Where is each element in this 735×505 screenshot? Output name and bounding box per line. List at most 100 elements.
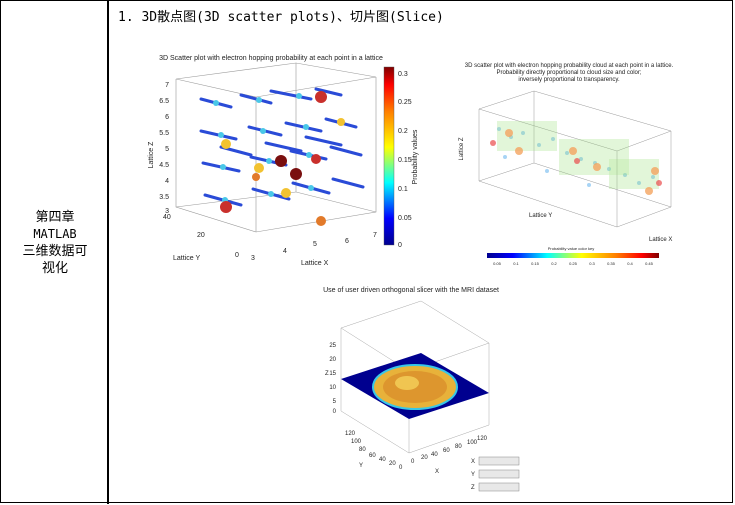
cb-tick: 0.1	[398, 186, 408, 193]
z-tick: 5	[165, 146, 169, 153]
cloud-colorbar-label: Probability value color key	[548, 246, 594, 251]
cb-tick: 0.2	[398, 128, 408, 135]
z-tick: 20	[329, 357, 336, 363]
scatter-colorbar-ticks: 0.3 0.25 0.2 0.15 0.1 0.05 0	[398, 71, 412, 249]
y-tick: 120	[345, 431, 356, 437]
chapter-line-2: MATLAB	[33, 227, 77, 241]
z-tick: 6	[165, 114, 169, 121]
x-tick: 4	[283, 248, 287, 255]
y-tick: 40	[163, 214, 171, 221]
y-tick: 20	[197, 232, 205, 239]
cloud-colorbar-ticks: 0.05 0.1 0.15 0.2 0.25 0.3 0.35 0.4 0.45	[493, 261, 654, 266]
slider-y[interactable]	[478, 469, 520, 479]
cloud-colorbar	[487, 253, 659, 258]
chapter-title: 第四章 MATLAB 三维数据可 视化	[9, 209, 101, 277]
z-tick: 5.5	[159, 130, 169, 137]
mri-slice-figure: Use of user driven orthogonal slicer wit…	[323, 287, 520, 492]
y-tick: 100	[351, 439, 362, 445]
x-tick: 6	[345, 238, 349, 245]
cloud-ylabel: Lattice Y	[529, 213, 552, 219]
cb-tick: 0	[398, 242, 402, 249]
y-tick: 0	[235, 252, 239, 259]
cb-tick: 0.05	[398, 215, 412, 222]
x-tick: 20	[421, 455, 428, 461]
y-tick: 40	[379, 457, 386, 463]
cb-tick: 0.3	[398, 71, 408, 78]
scatter-z-ticks: 7 6.5 6 5.5 5 4.5 4 3.5 3	[159, 82, 169, 215]
x-tick: 100	[467, 440, 478, 446]
z-tick: 3.5	[159, 194, 169, 201]
x-tick: 3	[251, 255, 255, 262]
z-tick: 3	[165, 208, 169, 215]
z-tick: 4.5	[159, 162, 169, 169]
z-tick: 0	[333, 409, 337, 415]
cb-tick: 0.15	[531, 261, 540, 266]
scatter-xlabel: Lattice X	[301, 260, 329, 267]
chapter-cell: 第四章 MATLAB 三维数据可 视化	[1, 1, 109, 504]
scatter-points	[199, 87, 365, 226]
x-tick: 80	[455, 444, 462, 450]
z-tick: 6.5	[159, 98, 169, 105]
scatter-plot-figure: 3D Scatter plot with electron hopping pr…	[148, 55, 419, 267]
x-tick: 0	[411, 459, 415, 465]
z-tick: 25	[329, 343, 336, 349]
scatter-colorbar	[383, 66, 395, 246]
x-tick: 7	[373, 232, 377, 239]
scatter-ylabel: Lattice Y	[173, 255, 200, 262]
section-heading: 1. 3D散点图(3D scatter plots)、切片图(Slice)	[118, 10, 444, 25]
cb-tick: 0.4	[627, 261, 633, 266]
cb-tick: 0.05	[493, 261, 502, 266]
chapter-line-3: 三维数据可	[22, 244, 88, 259]
cb-tick: 0.25	[398, 99, 412, 106]
mri-y-ticks: 120 100 80 60 40 20 0	[345, 431, 403, 471]
slider-label-y: Y	[471, 472, 475, 478]
cb-tick: 0.45	[645, 261, 654, 266]
y-tick: 20	[389, 461, 396, 467]
scatter-axes-box	[175, 62, 377, 233]
x-tick: 60	[443, 448, 450, 454]
mri-ylabel: Y	[359, 463, 363, 469]
z-tick: 4	[165, 178, 169, 185]
cloud-plot-figure: 3D scatter plot with electron hopping pr…	[459, 63, 674, 266]
y-tick: 0	[399, 465, 403, 471]
cloud-points	[490, 121, 662, 195]
x-tick: 40	[431, 452, 438, 458]
z-tick: 7	[165, 82, 169, 89]
z-tick: 5	[333, 399, 337, 405]
scatter-x-ticks: 3 4 5 6 7	[251, 232, 377, 262]
scatter-colorbar-label: Probability values	[412, 129, 419, 184]
cb-tick: 0.15	[398, 157, 412, 164]
scatter-plot-title: 3D Scatter plot with electron hopping pr…	[159, 55, 383, 62]
slider-label-z: Z	[471, 485, 475, 491]
z-tick: 10	[329, 385, 336, 391]
cloud-title-line-2: Probability directly proportional to clo…	[496, 70, 641, 76]
cloud-title-line-3: inversely proportional to transparency.	[518, 77, 620, 83]
x-tick: 120	[477, 436, 488, 442]
slice-sliders: X Y Z	[471, 456, 520, 492]
cloud-xlabel: Lattice X	[649, 237, 672, 243]
chapter-line-1: 第四章	[35, 210, 75, 225]
cb-tick: 0.25	[569, 261, 578, 266]
z-tick: 15	[329, 371, 336, 377]
slider-z[interactable]	[478, 482, 520, 492]
slider-x[interactable]	[478, 456, 520, 466]
mri-title: Use of user driven orthogonal slicer wit…	[323, 287, 499, 294]
x-tick: 5	[313, 241, 317, 248]
cloud-title-line-1: 3D scatter plot with electron hopping pr…	[465, 63, 674, 69]
cb-tick: 0.2	[551, 261, 557, 266]
cb-tick: 0.3	[589, 261, 595, 266]
mri-zlabel: Z	[325, 371, 329, 377]
chapter-line-4: 视化	[41, 261, 68, 276]
y-tick: 80	[359, 447, 366, 453]
mri-z-ticks: 25 20 15 10 5 0	[329, 343, 336, 415]
cloud-axes-box	[478, 90, 672, 228]
cloud-zlabel: Lattice Z	[459, 137, 465, 160]
mri-xlabel: X	[435, 469, 439, 475]
y-tick: 60	[369, 453, 376, 459]
cb-tick: 0.1	[513, 261, 519, 266]
cb-tick: 0.35	[607, 261, 616, 266]
scatter-zlabel: Lattice Z	[148, 141, 155, 169]
mri-x-ticks: 0 20 40 60 80 100 120	[411, 436, 488, 465]
slider-label-x: X	[471, 459, 475, 465]
